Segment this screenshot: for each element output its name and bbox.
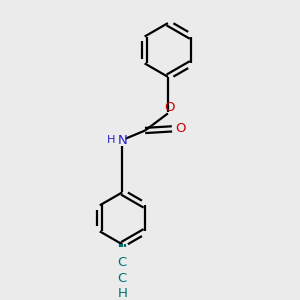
Text: N: N <box>118 134 127 147</box>
Text: H: H <box>107 135 116 145</box>
Text: C: C <box>118 272 127 285</box>
Text: O: O <box>164 101 175 114</box>
Text: H: H <box>117 287 127 300</box>
Text: C: C <box>118 256 127 269</box>
Text: O: O <box>175 122 185 135</box>
